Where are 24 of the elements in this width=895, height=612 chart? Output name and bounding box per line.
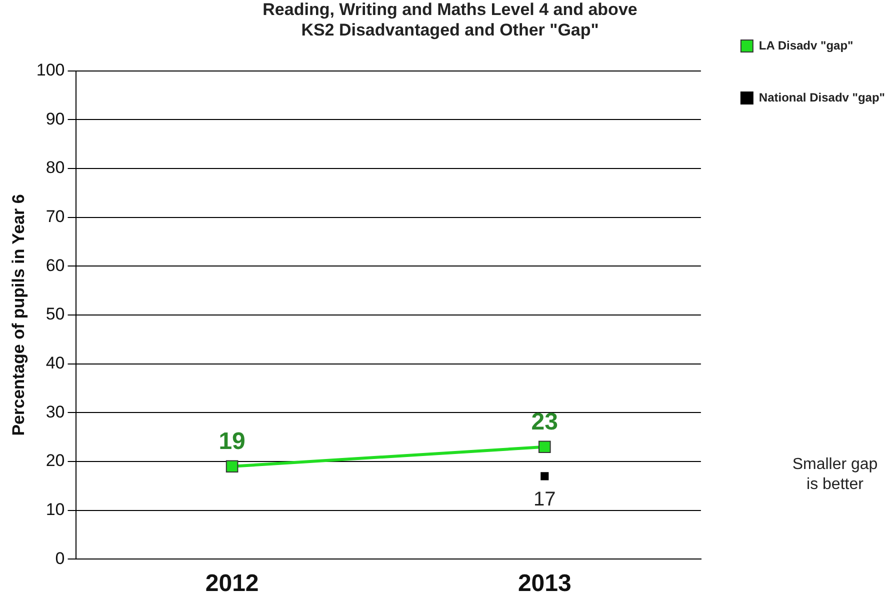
y-tick-label: 50 <box>46 304 65 324</box>
y-tick-label: 60 <box>46 256 65 275</box>
y-tick-label: 0 <box>55 548 65 568</box>
legend-label: LA Disadv "gap" <box>758 38 854 52</box>
x-tick-label: 2012 <box>205 570 259 598</box>
text: Smaller gap is better <box>791 455 879 495</box>
data-label: 23 <box>531 408 558 436</box>
y-tick-label: 70 <box>46 207 65 226</box>
point <box>540 472 549 480</box>
legend-label: National Disadv "gap" <box>758 90 886 104</box>
point <box>538 440 551 454</box>
y-tick-label: 80 <box>46 158 65 178</box>
y-tick-label: 20 <box>46 451 65 470</box>
y-axis-title: Percentage of pupils in Year 6 <box>8 194 28 436</box>
x-tick-label: 2013 <box>518 570 572 598</box>
point <box>226 460 238 473</box>
y-tick-label: 40 <box>46 354 65 373</box>
y-tick-label: 30 <box>46 402 65 422</box>
y-tick-label: 90 <box>46 109 65 128</box>
chart-title: Reading, Writing and Maths Level 4 and above KS2 Disadvantaged and Other "Gap" <box>262 0 638 40</box>
data-label: 19 <box>218 428 246 456</box>
y-tick-label: 10 <box>46 500 65 520</box>
y-tick-label: 100 <box>36 60 65 80</box>
data-label: 17 <box>534 488 556 511</box>
